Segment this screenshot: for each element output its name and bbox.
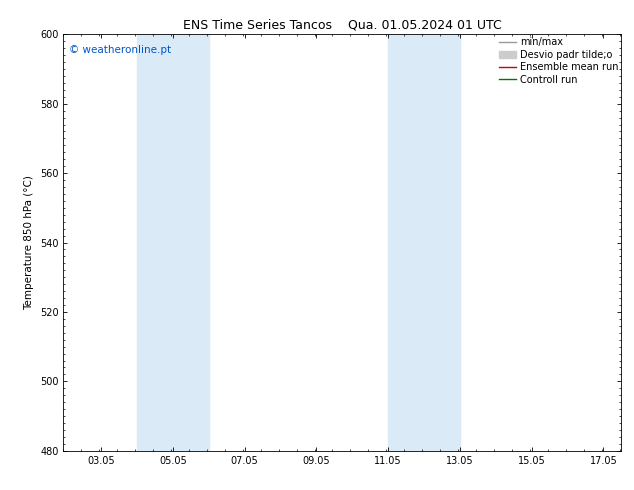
Bar [388,34,460,451]
Title: ENS Time Series Tancos    Qua. 01.05.2024 01 UTC: ENS Time Series Tancos Qua. 01.05.2024 0… [183,19,501,32]
Bar [137,34,209,451]
Text: © weatheronline.pt: © weatheronline.pt [69,45,171,55]
Y-axis label: Temperature 850 hPa (°C): Temperature 850 hPa (°C) [24,175,34,310]
Legend: min/max, Desvio padr tilde;o, Ensemble mean run, Controll run: min/max, Desvio padr tilde;o, Ensemble m… [496,35,620,86]
